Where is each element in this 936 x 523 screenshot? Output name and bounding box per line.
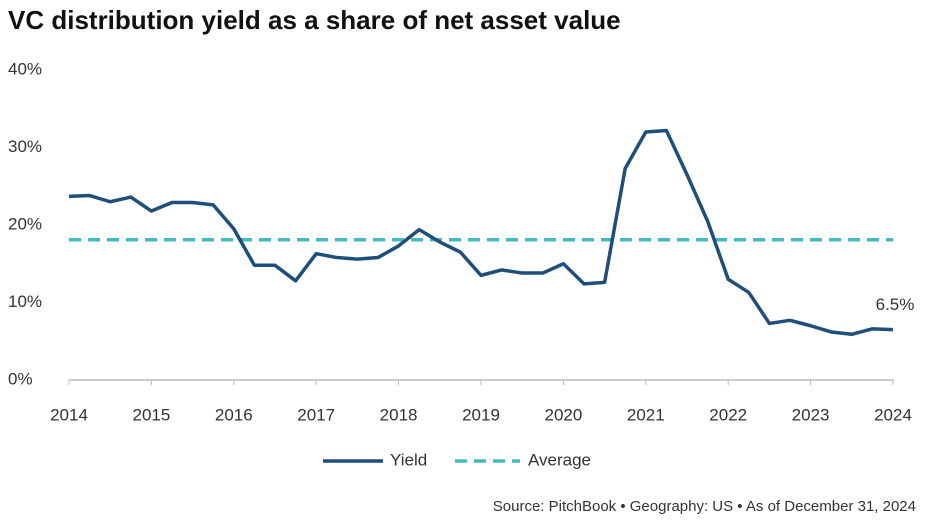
legend-label: Yield (390, 450, 427, 469)
x-tick-label: 2016 (215, 405, 253, 424)
value-label: 6.5% (876, 295, 915, 314)
x-tick-label: 2021 (627, 405, 665, 424)
x-tick-label: 2017 (297, 405, 335, 424)
source: Source: PitchBook • Geography: US • As o… (493, 498, 916, 515)
x-tick-label: 2019 (462, 405, 500, 424)
yield-line (68, 128, 894, 337)
legend-label: Average (528, 450, 591, 469)
x-tick-label: 2020 (544, 405, 582, 424)
x-tick-label: 2023 (792, 405, 830, 424)
x-tick-label: 2014 (50, 405, 88, 424)
y-tick-label: 0% (8, 369, 33, 388)
x-tick-label: 2024 (874, 405, 912, 424)
y-tick-label: 10% (8, 292, 42, 311)
x-tick-label: 2015 (132, 405, 170, 424)
x-tick-label: 2018 (380, 405, 418, 424)
y-tick-label: 20% (8, 214, 42, 233)
y-tick-label: 40% (8, 59, 42, 78)
y-tick-label: 30% (8, 137, 42, 156)
chart-title: VC distribution yield as a share of net … (8, 5, 621, 35)
x-tick-label: 2022 (709, 405, 747, 424)
